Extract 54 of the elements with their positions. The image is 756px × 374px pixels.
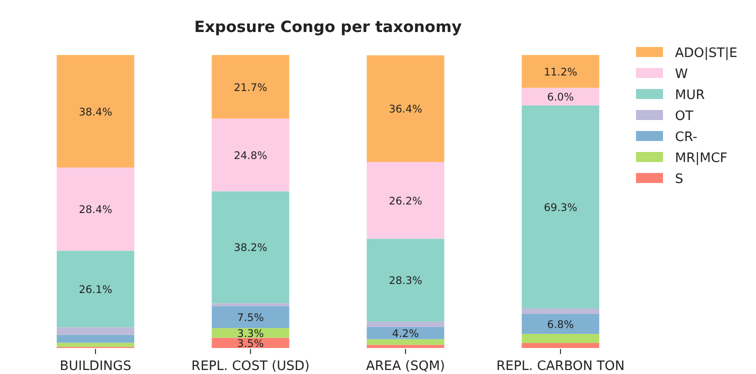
data-label: 24.8% <box>234 150 268 162</box>
bar <box>56 250 134 328</box>
data-label: 3.3% <box>237 328 264 340</box>
legend-label: CR- <box>675 130 698 145</box>
bar <box>212 191 290 304</box>
data-label: 36.4% <box>388 104 422 116</box>
legend-label: ADO|ST|E <box>675 46 738 61</box>
data-label: 7.5% <box>237 312 264 324</box>
bar <box>522 334 600 344</box>
data-label: 6.0% <box>547 92 574 104</box>
bar <box>366 55 444 162</box>
data-label: 28.4% <box>78 204 112 216</box>
bar <box>212 338 290 348</box>
x-tick-label: REPL. COST (USD) <box>191 359 310 374</box>
legend-label: OT <box>675 109 694 124</box>
x-tick-label: AREA (SQM) <box>366 359 446 374</box>
chart-title: Exposure Congo per taxonomy <box>194 18 462 36</box>
bar <box>522 343 600 348</box>
legend-label: W <box>675 67 688 82</box>
bar <box>56 327 134 335</box>
data-label: 69.3% <box>544 202 578 214</box>
bar <box>56 334 134 343</box>
bar <box>56 168 134 251</box>
data-label: 28.3% <box>388 275 422 288</box>
data-label: 4.2% <box>392 328 419 340</box>
data-label: 11.2% <box>544 66 578 78</box>
bar <box>366 238 444 322</box>
bar <box>522 308 600 314</box>
data-label: 3.5% <box>237 338 264 350</box>
bar <box>212 306 290 328</box>
bar <box>366 339 444 345</box>
bar <box>212 303 290 306</box>
bar <box>522 105 600 308</box>
bar <box>212 118 290 192</box>
bar <box>56 342 134 347</box>
legend-label: MUR <box>675 88 705 103</box>
bar <box>366 162 444 239</box>
bar <box>366 322 444 327</box>
data-label: 26.1% <box>78 284 112 296</box>
data-label: 21.7% <box>234 82 268 94</box>
legend-label: S <box>675 172 684 187</box>
data-label: 26.2% <box>388 195 422 208</box>
data-label: 38.4% <box>78 106 112 118</box>
data-label: 6.8% <box>547 318 574 331</box>
bar <box>212 55 290 119</box>
data-label: 38.2% <box>234 242 268 254</box>
bar <box>522 88 600 106</box>
bar <box>522 55 600 88</box>
bar <box>522 314 600 334</box>
legend-label: MR|MCF <box>675 151 728 166</box>
bar <box>366 344 444 348</box>
x-tick-label: REPL. CARBON TON <box>496 359 625 374</box>
bar <box>56 55 134 168</box>
x-tick-label: BUILDINGS <box>60 359 132 374</box>
